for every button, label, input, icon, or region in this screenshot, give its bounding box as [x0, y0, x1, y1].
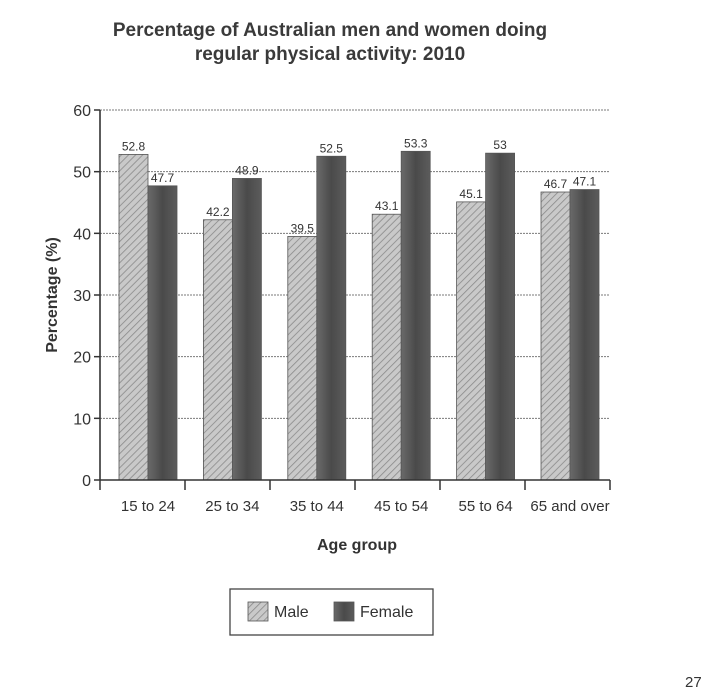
- bar-male: [202, 219, 233, 481]
- bar-female: [569, 189, 600, 481]
- x-tick-label: 15 to 24: [121, 498, 175, 515]
- data-label: 46.7: [544, 177, 568, 191]
- y-tick-label: 40: [73, 226, 91, 243]
- bar-female: [231, 178, 262, 481]
- data-label: 47.7: [151, 171, 175, 185]
- axes: [94, 109, 611, 490]
- bar-female: [316, 155, 347, 481]
- chart-title-line-2: regular physical activity: 2010: [194, 44, 466, 65]
- y-tick-label: 0: [82, 473, 91, 490]
- chart-title-line-1: Percentage of Australian men and women d…: [112, 20, 548, 41]
- data-label: 52.8: [122, 139, 146, 153]
- bars: [118, 150, 600, 481]
- data-label: 39.5: [291, 221, 315, 235]
- y-tick-label: 20: [73, 350, 91, 367]
- bar-female: [485, 152, 516, 481]
- page-number: 27: [685, 674, 701, 691]
- data-label: 52.5: [320, 141, 344, 155]
- data-label: 45.1: [459, 187, 483, 201]
- x-tick-label: 65 and over: [530, 498, 609, 515]
- x-tick-label: 55 to 64: [458, 498, 512, 515]
- data-label: 53: [493, 138, 507, 152]
- y-tick-label: 60: [73, 103, 91, 120]
- x-tick-label: 35 to 44: [290, 498, 344, 515]
- bar-male: [456, 201, 487, 481]
- bar-male: [540, 191, 571, 481]
- x-tick-label: 25 to 34: [205, 498, 259, 515]
- gridlines: [100, 109, 610, 419]
- y-tick-label: 30: [73, 288, 91, 305]
- data-label: 43.1: [375, 199, 399, 213]
- legend-label-female: Female: [360, 604, 413, 621]
- x-axis-label: Age group: [317, 537, 397, 554]
- data-label: 47.1: [573, 175, 597, 189]
- y-tick-label: 10: [73, 411, 91, 428]
- data-label: 53.3: [404, 136, 428, 150]
- labels: 0 10 20 30 40 50 60 52.8 47.7 15 to 24 42.2 48.9 25 …: [44, 103, 610, 554]
- data-label: 48.9: [235, 163, 259, 177]
- legend: Male Female: [229, 588, 434, 636]
- legend-swatch-female: [333, 601, 355, 622]
- legend-swatch-male: [247, 601, 269, 622]
- bar-male: [287, 236, 318, 481]
- data-label: 42.2: [206, 205, 230, 219]
- bar-female: [147, 185, 178, 481]
- bar-male: [118, 153, 149, 481]
- y-tick-label: 50: [73, 165, 91, 182]
- x-tick-label: 45 to 54: [374, 498, 428, 515]
- legend-label-male: Male: [274, 604, 309, 621]
- bar-female: [400, 150, 431, 481]
- bar-male: [371, 213, 402, 481]
- y-axis-label: Percentage (%): [44, 237, 61, 353]
